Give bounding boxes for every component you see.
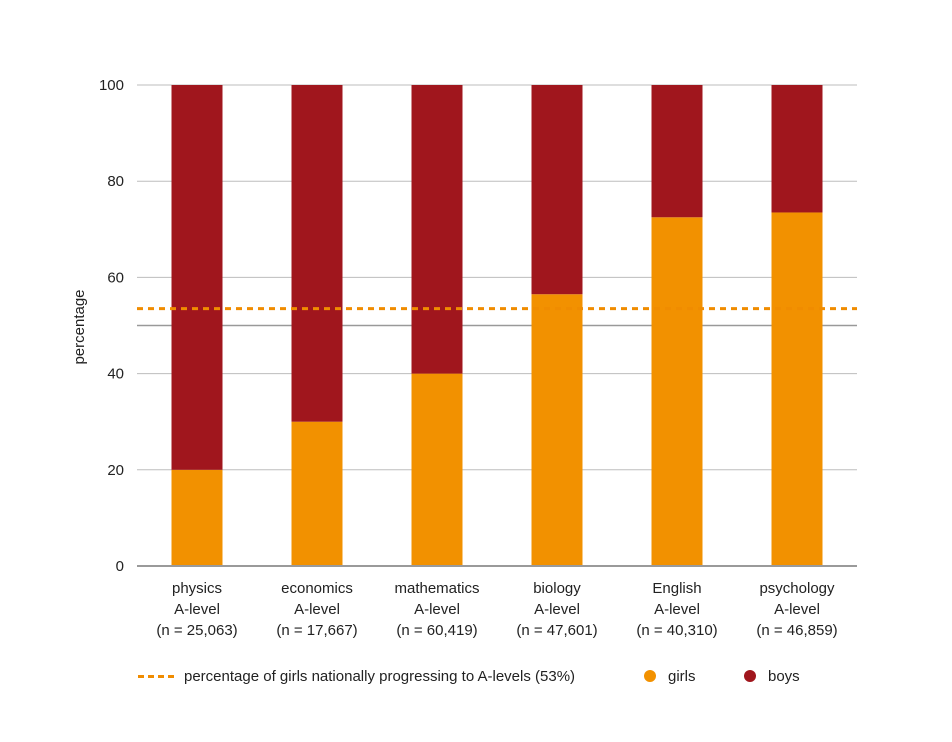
legend: percentage of girls nationally progressi… [0, 664, 952, 688]
x-tick-label: physics [172, 580, 222, 597]
bar-boys [651, 85, 703, 218]
bar-girls [651, 217, 703, 566]
x-tick-label: A-level [774, 601, 820, 618]
legend-label-reference: percentage of girls nationally progressi… [184, 667, 576, 685]
bar-girls [291, 421, 343, 566]
x-tick-label: biology [533, 580, 581, 597]
x-tick-label: (n = 40,310) [636, 622, 717, 639]
x-tick-label: A-level [174, 601, 220, 618]
dashed-line-icon [138, 674, 174, 678]
x-tick-label: economics [281, 580, 353, 597]
bar-boys [291, 85, 343, 422]
bar-girls [171, 469, 223, 566]
x-tick-label: English [652, 580, 701, 597]
y-tick-label: 60 [107, 269, 124, 286]
y-tick-label: 40 [107, 366, 124, 383]
x-tick-label: (n = 47,601) [516, 622, 597, 639]
bar-girls [531, 294, 583, 566]
x-tick-label: psychology [759, 580, 835, 597]
legend-item-boys: boys [744, 664, 800, 688]
legend-label-boys: boys [768, 667, 800, 685]
x-tick-label: (n = 60,419) [396, 622, 477, 639]
y-axis-title: percentage [71, 289, 88, 364]
bar-girls [411, 373, 463, 566]
x-tick-label: (n = 25,063) [156, 622, 237, 639]
bar-boys [411, 85, 463, 374]
y-axis: 0 20 40 60 80 100 [99, 77, 124, 575]
x-tick-label: mathematics [394, 580, 479, 597]
x-tick-label: (n = 46,859) [756, 622, 837, 639]
x-tick-label: (n = 17,667) [276, 622, 357, 639]
x-tick-label: A-level [294, 601, 340, 618]
bars [171, 85, 823, 566]
gridlines [137, 84, 857, 471]
y-tick-label: 20 [107, 462, 124, 479]
legend-label-girls: girls [668, 667, 696, 685]
y-tick-label: 80 [107, 173, 124, 190]
x-axis: physics A-level (n = 25,063) economics A-lev… [137, 565, 857, 639]
legend-item-reference: percentage of girls nationally progressi… [138, 664, 575, 688]
bar-boys [771, 85, 823, 213]
girls-dot-icon [644, 670, 656, 682]
bar-girls [771, 212, 823, 566]
boys-dot-icon [744, 670, 756, 682]
x-tick-label: A-level [534, 601, 580, 618]
x-tick-label: A-level [414, 601, 460, 618]
legend-item-girls: girls [644, 664, 696, 688]
y-tick-label: 0 [116, 558, 124, 575]
y-tick-label: 100 [99, 77, 124, 94]
bar-boys [171, 85, 223, 470]
bar-boys [531, 85, 583, 295]
x-tick-label: A-level [654, 601, 700, 618]
